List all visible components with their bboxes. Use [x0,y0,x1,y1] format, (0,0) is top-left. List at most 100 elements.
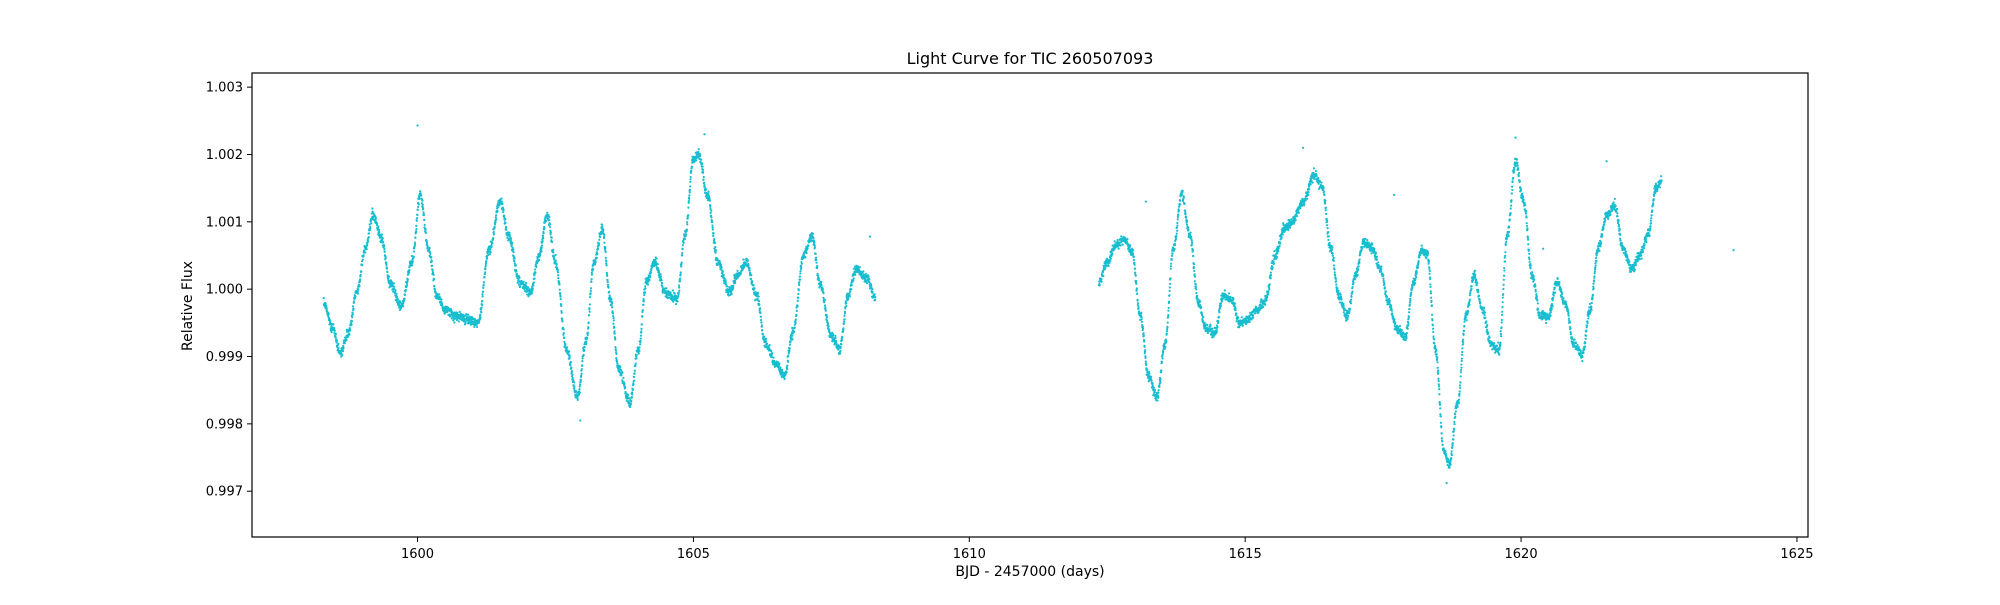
flux-point [628,397,631,400]
flux-point [1263,303,1267,306]
flux-point [1427,259,1431,263]
flux-point [1376,255,1379,258]
flux-point [488,253,491,256]
flux-point [1276,252,1279,255]
flux-point [1148,372,1151,375]
flux-point [1351,285,1354,289]
flux-point [324,302,327,305]
flux-point [1134,274,1137,277]
flux-point [1441,443,1444,446]
flux-point [625,399,628,402]
flux-point [1167,313,1170,317]
flux-point [1459,371,1462,374]
flux-point [1503,256,1506,259]
flux-point [569,360,572,364]
flux-point [533,277,536,280]
flux-point [360,270,363,273]
flux-point [1431,324,1434,327]
flux-point [1502,283,1505,286]
flux-point [489,247,492,250]
flux-point [850,288,853,291]
flux-point [1414,277,1417,281]
flux-point [773,359,776,363]
flux-point [403,293,406,297]
flux-point [1251,313,1255,317]
flux-point [1136,303,1139,307]
flux-point [661,291,665,294]
flux-point [413,243,417,246]
flux-point [708,199,712,202]
flux-point [337,342,340,345]
flux-point [1460,366,1463,369]
flux-point [1507,230,1511,234]
flux-point [513,260,516,263]
flux-point [1180,193,1184,196]
flux-point [587,321,590,324]
flux-point [656,267,660,270]
flux-point [791,338,794,341]
flux-point [874,295,877,299]
flux-point [1104,264,1107,267]
flux-point [581,364,584,367]
flux-point [669,291,672,294]
flux-point [843,312,847,315]
flux-point [1349,302,1353,305]
flux-point [465,312,468,316]
flux-point [1500,318,1503,322]
flux-point [730,292,733,296]
flux-point [1200,311,1203,314]
flux-point [642,300,645,303]
flux-point [551,240,554,244]
flux-point [854,273,857,276]
flux-point [1444,450,1447,453]
flux-point [1272,260,1275,263]
flux-point [351,305,355,308]
flux-point [378,236,382,239]
flux-point [556,266,559,269]
flux-point [689,180,692,184]
flux-point [1340,296,1343,299]
flux-point [1234,308,1237,312]
flux-point [595,251,599,254]
flux-point [1107,264,1110,268]
flux-point [1176,221,1179,225]
flux-point [759,307,762,310]
flux-point [1153,391,1156,394]
flux-point [592,268,595,271]
flux-point [559,295,562,298]
flux-point [484,263,487,267]
flux-point [1280,236,1283,239]
flux-point [505,228,508,231]
flux-point [779,366,782,369]
flux-point [839,346,842,349]
flux-point [598,243,601,246]
flux-point [710,216,713,219]
flux-point [571,373,574,376]
flux-point [493,225,496,229]
flux-point [1460,353,1464,356]
flux-point [432,277,436,281]
flux-point [746,259,749,262]
flux-point [1308,188,1311,191]
flux-point [334,332,337,336]
flux-point [1324,206,1327,209]
flux-point [367,232,371,235]
flux-point [712,232,715,235]
flux-point [1169,265,1173,268]
flux-point [1157,389,1160,392]
flux-point [578,383,582,386]
flux-point [1435,349,1438,353]
flux-point [764,337,768,341]
flux-point [550,236,553,239]
flux-point [804,256,807,259]
flux-point [642,297,645,301]
flux-point [1311,181,1314,184]
flux-point [703,181,706,184]
flux-point [601,230,605,233]
flux-point [1330,248,1333,252]
flux-point [1376,261,1380,264]
flux-point [732,284,735,287]
flux-point [614,338,617,341]
flux-point [1216,325,1219,329]
flux-point [562,333,565,336]
